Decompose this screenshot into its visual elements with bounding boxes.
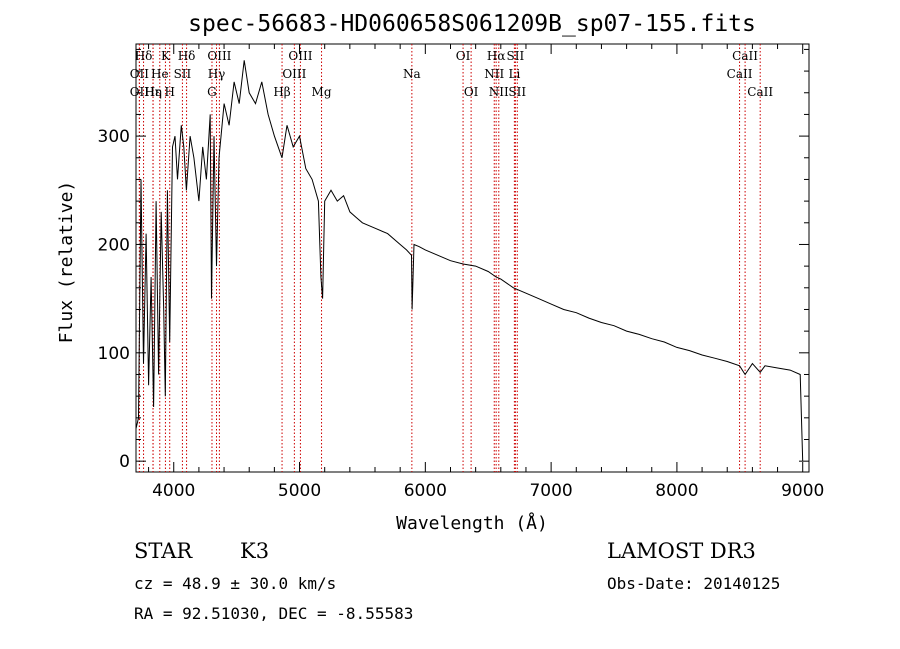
emission-line-label: Hη (144, 85, 162, 99)
redshift-info: cz = 48.9 ± 30.0 km/s (134, 574, 337, 593)
emission-line-label: NII (484, 67, 504, 81)
emission-line-label: OIII (288, 49, 312, 63)
x-tick-label: 7000 (529, 481, 572, 501)
emission-line-label: K (161, 49, 171, 63)
emission-line-label: OII (130, 67, 150, 81)
emission-line-label: CaII (727, 67, 753, 81)
emission-line-label: Li (508, 67, 520, 81)
emission-line-label: Hδ (135, 49, 153, 63)
emission-line-label: Mg (312, 85, 332, 99)
emission-line-label: OIII (282, 67, 306, 81)
x-tick-label: 5000 (278, 481, 321, 501)
emission-line-label: H (164, 85, 174, 99)
x-tick-label: 4000 (152, 481, 195, 501)
emission-line-label: He (151, 67, 169, 81)
x-tick-label: 6000 (404, 481, 447, 501)
flux-series-line (135, 60, 804, 462)
survey-name: LAMOST DR3 (607, 539, 756, 563)
emission-line-label: OI (464, 85, 479, 99)
y-axis-ticks: 0 100 200 300 (98, 48, 809, 472)
emission-line-markers (138, 44, 761, 472)
object-subclass: K3 (240, 539, 270, 563)
y-tick-label: 300 (98, 127, 130, 147)
x-axis-ticks: 4000 5000 6000 7000 8000 9000 (148, 44, 824, 501)
emission-line-label: OIII (207, 49, 231, 63)
emission-line-label: Hβ (273, 85, 290, 99)
emission-line-label: CaII (747, 85, 773, 99)
y-tick-label: 0 (119, 452, 130, 472)
y-axis-label: Flux (relative) (56, 181, 77, 344)
emission-line-label: SII (174, 67, 192, 81)
emission-line-label: SII (507, 49, 525, 63)
y-tick-label: 100 (98, 344, 130, 364)
object-class: STAR (134, 539, 193, 563)
chart-title: spec-56683-HD060658S061209B_sp07-155.fit… (188, 11, 756, 37)
x-tick-label: 9000 (781, 481, 824, 501)
coordinates: RA = 92.51030, DEC = -8.55583 (134, 604, 414, 623)
plot-frame (135, 43, 810, 473)
obs-date: Obs-Date: 20140125 (607, 574, 781, 593)
emission-line-label: NII (489, 85, 509, 99)
emission-line-label: Na (403, 67, 421, 81)
emission-line-label: OI (456, 49, 471, 63)
emission-line-label: G (207, 85, 217, 99)
emission-line-label: Hα (487, 49, 506, 63)
emission-line-label: Hε (145, 85, 162, 99)
y-tick-label: 200 (98, 235, 130, 255)
x-axis-label: Wavelength (Å) (396, 512, 548, 534)
emission-line-label: OII (130, 85, 150, 99)
emission-line-label: SII (508, 85, 526, 99)
emission-line-label: Hδ (178, 49, 196, 63)
x-tick-label: 8000 (655, 481, 698, 501)
emission-line-label: Hγ (208, 67, 226, 81)
emission-line-label: CaII (732, 49, 758, 63)
